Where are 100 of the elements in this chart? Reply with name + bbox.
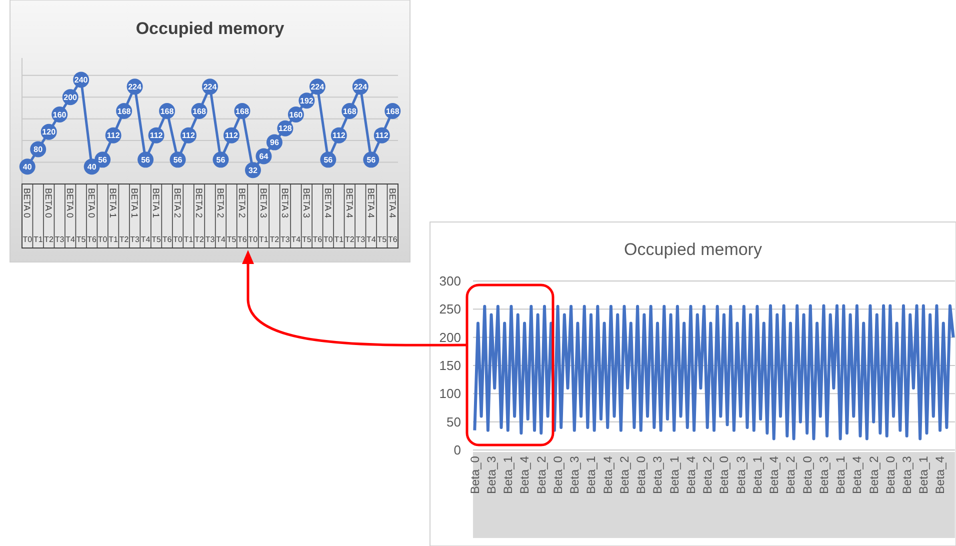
x-tick-label: Beta_3	[650, 456, 665, 494]
category-label: BETA 3 T5	[302, 188, 312, 244]
x-tick-label: Beta_3	[816, 456, 831, 494]
data-label: 56	[324, 155, 334, 164]
category-label: BETA 3 T1	[258, 188, 269, 244]
data-label: 240	[74, 76, 88, 85]
data-label: 56	[366, 155, 376, 164]
category-label: BETA 0 T6	[86, 188, 97, 244]
data-label: 160	[289, 110, 304, 120]
x-tick-label: T2	[270, 235, 280, 244]
data-label: 56	[216, 155, 226, 164]
data-label: 112	[225, 131, 238, 140]
x-tick-label: Beta_0	[634, 456, 648, 494]
x-tick-label: Beta_4	[684, 456, 698, 494]
x-tick-label: Beta_2	[784, 456, 798, 494]
x-tick-label: T4	[140, 235, 151, 244]
x-tick-label: T1	[334, 235, 344, 244]
category-label: BETA 1 T5	[151, 188, 162, 244]
x-tick-label: T3	[54, 235, 65, 244]
x-tick-label: T0	[98, 235, 108, 244]
data-label: 168	[386, 106, 400, 116]
x-tick-label: Beta_2	[700, 456, 715, 494]
y-tick-label: 200	[439, 330, 461, 345]
line-series	[473, 304, 955, 440]
y-tick-label: 250	[439, 302, 461, 317]
data-label: 168	[192, 106, 206, 116]
chart-title: Occupied memory	[624, 240, 762, 259]
data-label: 192	[300, 96, 314, 106]
x-tick-label: Beta_4	[600, 456, 615, 494]
x-tick-label: Beta_4	[850, 456, 864, 494]
x-tick-label: T3	[205, 235, 216, 244]
category-label: BETA 4 T0	[323, 188, 334, 244]
x-tick-label: Beta_3	[734, 456, 748, 494]
x-tick-label: T1	[33, 235, 44, 244]
x-tick-label: Beta_3	[484, 456, 498, 494]
data-label: 128	[278, 124, 292, 134]
data-label: 160	[52, 110, 67, 120]
data-label: 40	[22, 162, 32, 172]
x-tick-label: Beta_1	[501, 456, 516, 494]
data-label: 120	[42, 128, 56, 137]
y-tick-label: 100	[439, 386, 461, 402]
data-label: 40	[87, 162, 97, 172]
x-tick-label: Beta_3	[900, 456, 914, 494]
category-label: BETA 1 T1	[108, 188, 118, 244]
x-tick-label: Beta_2	[534, 456, 548, 494]
x-tick-label: Beta_4	[767, 456, 782, 494]
x-tick-label: Beta_0	[468, 456, 482, 494]
x-tick-label: T5	[226, 235, 237, 244]
category-label: BETA 3 T3	[280, 188, 290, 244]
data-label: 224	[128, 82, 142, 92]
x-tick-label: Beta_1	[667, 456, 682, 494]
data-label: 224	[310, 82, 325, 92]
x-tick-label: T4	[291, 235, 302, 244]
data-label: 112	[375, 131, 389, 140]
x-tick-label: T6	[162, 235, 172, 244]
x-tick-label: T5	[76, 235, 86, 244]
x-tick-label: Beta_2	[617, 456, 632, 494]
x-tick-label: Beta_1	[584, 456, 598, 494]
x-tick-label: Beta_4	[933, 456, 948, 494]
x-tick-label: T2	[119, 235, 130, 244]
chart-title: Occupied memory	[136, 19, 285, 38]
category-label: BETA 0 T2	[44, 188, 54, 244]
category-label: BETA 4 T2	[344, 188, 355, 244]
y-tick-label: 150	[439, 358, 461, 374]
data-label: 168	[117, 106, 132, 116]
x-tick-label: T0	[248, 235, 258, 244]
x-tick-label: Beta_3	[568, 456, 582, 494]
category-label: BETA 1 T3	[130, 188, 140, 244]
x-tick-label: Beta_1	[916, 456, 931, 494]
x-tick-label: Beta_1	[834, 456, 848, 494]
x-tick-label: Beta_0	[550, 456, 565, 494]
x-tick-label: Beta_1	[750, 456, 764, 494]
y-tick-label: 50	[446, 414, 461, 430]
data-label: 112	[182, 131, 196, 140]
data-label: 56	[141, 155, 151, 164]
data-label: 32	[248, 166, 258, 175]
x-tick-label: T3	[356, 235, 366, 244]
x-tick-label: Beta_4	[518, 456, 532, 494]
category-label: BETA 4 T6	[387, 188, 398, 244]
data-label: 64	[259, 152, 269, 161]
y-tick-label: 0	[454, 442, 461, 458]
x-tick-label: Beta_0	[717, 456, 732, 494]
x-tick-label: T6	[312, 235, 323, 244]
x-tick-label: T1	[184, 235, 194, 244]
x-tick-label: Beta_0	[800, 456, 814, 494]
category-label: BETA 2 T4	[216, 188, 226, 244]
data-label: 224	[203, 82, 218, 92]
data-label: 112	[332, 131, 346, 140]
category-label: BETA 2 T0	[172, 188, 183, 244]
data-label: 56	[173, 155, 183, 164]
category-label: BETA 2 T6	[237, 188, 248, 244]
data-label: 80	[34, 145, 44, 154]
x-tick-label: Beta_0	[883, 456, 898, 494]
data-label: 224	[354, 82, 368, 92]
y-tick-label: 300	[439, 274, 461, 289]
data-label: 96	[270, 138, 280, 148]
category-label: BETA 2 T2	[194, 188, 204, 244]
category-label: BETA 0 T4	[65, 188, 76, 244]
x-tick-label: T5	[377, 235, 388, 244]
category-label: BETA 0 T0	[22, 188, 32, 244]
